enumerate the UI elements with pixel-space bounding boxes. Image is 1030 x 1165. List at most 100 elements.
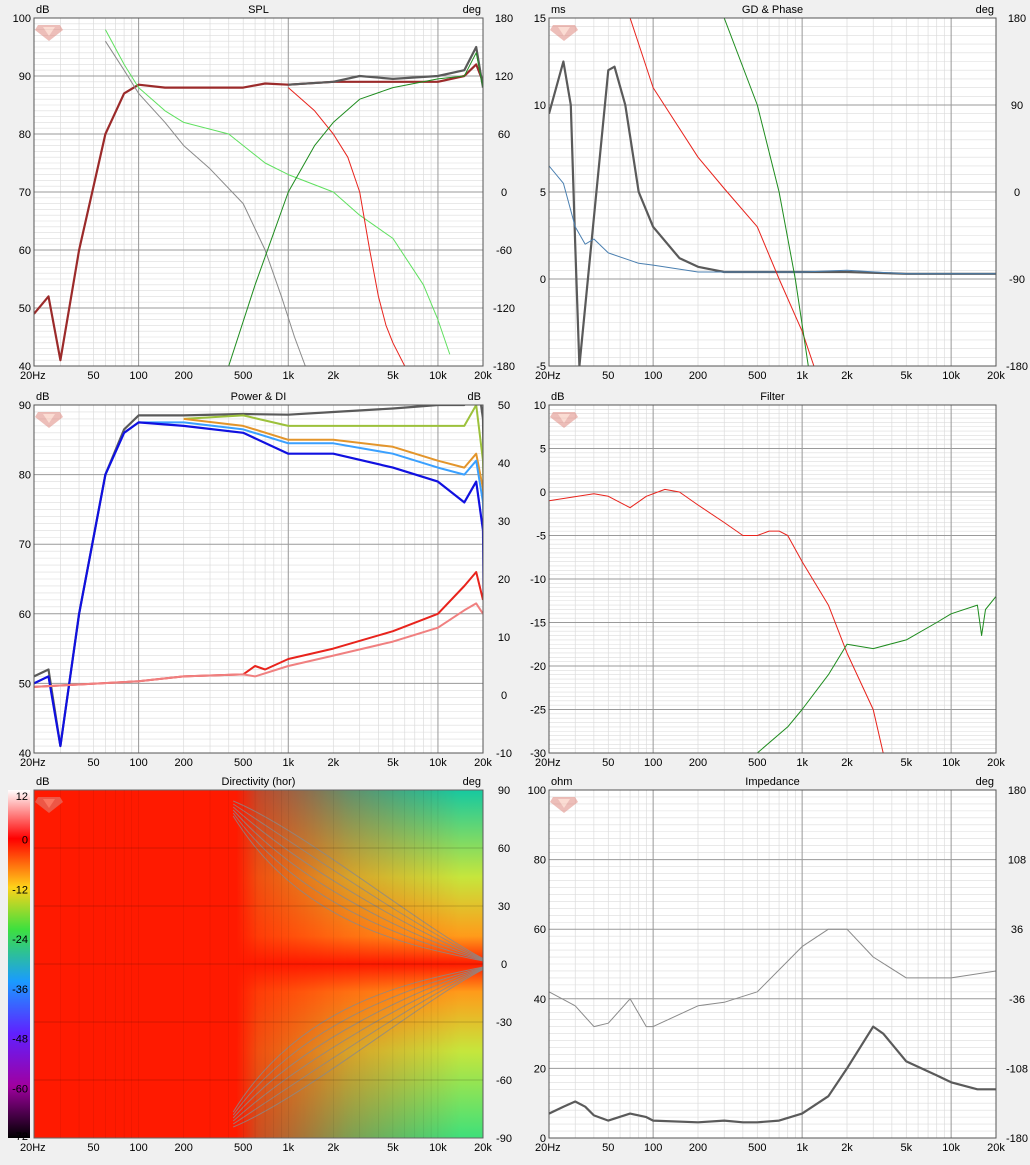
- power-title: Power & DI: [231, 391, 287, 403]
- power-left-tick: 80: [19, 470, 31, 482]
- gd-freq-tick: 5k: [900, 370, 912, 382]
- spl-freq-tick: 100: [129, 370, 147, 382]
- directivity-freq-tick: 5k: [387, 1142, 399, 1154]
- impedance-left-tick: 60: [534, 924, 546, 936]
- directivity-contour-lower: [232, 968, 484, 1125]
- filter-title: Filter: [760, 391, 785, 403]
- spl-freq-tick: 5k: [387, 370, 399, 382]
- directivity-freq-tick: 200: [174, 1142, 192, 1154]
- vituixcad-logo-icon: [35, 412, 63, 428]
- power-frame: [33, 404, 484, 754]
- scale-tick-label: 12: [16, 791, 28, 803]
- power-grid: [33, 405, 484, 753]
- spl-right-tick: 0: [501, 187, 507, 199]
- filter-left-tick: -5: [536, 531, 546, 543]
- power-right-unit: dB: [468, 391, 481, 403]
- impedance-right-tick: -108: [1006, 1063, 1028, 1075]
- power-left-unit: dB: [36, 391, 49, 403]
- spl-right-tick: -60: [496, 245, 512, 257]
- filter-left-tick: -30: [530, 748, 546, 760]
- directivity-contour-lower: [233, 969, 484, 1128]
- chart-directivity: 12 0 -12 -24 -36 -48 -60 -72 90 60 30 0 -30 -60 -90 dB d…: [8, 776, 512, 1154]
- spl-left-unit: dB: [36, 4, 49, 16]
- impedance-left-tick: 100: [528, 785, 546, 797]
- directivity-color-scale: [8, 790, 30, 1138]
- gd-left-tick: 10: [534, 100, 546, 112]
- chart-spl: 100 90 80 70 60 50 40 180 120 60 0 -60 -120 -180 dB deg…: [13, 4, 515, 382]
- gd-freq-tick: 2k: [841, 370, 853, 382]
- directivity-contour-lower: [232, 967, 484, 1119]
- impedance-right-unit: deg: [976, 776, 994, 788]
- power-right-tick: 40: [498, 458, 510, 470]
- power-right-tick: -10: [496, 748, 512, 760]
- filter-freq-tick: 1k: [796, 757, 808, 769]
- impedance-freq-tick: 5k: [900, 1142, 912, 1154]
- directivity-heatmap-overlay: [34, 790, 483, 1138]
- scale-tick-label: 0: [22, 835, 28, 847]
- filter-freq-tick: 100: [644, 757, 662, 769]
- directivity-freq-tick: 20k: [474, 1142, 492, 1154]
- directivity-contour-lower: [232, 968, 484, 1122]
- gd-left-tick: 5: [540, 187, 546, 199]
- filter-left-tick: 5: [540, 444, 546, 456]
- spl-freq-tick: 500: [234, 370, 252, 382]
- power-series-olive: [183, 405, 483, 513]
- gd-right-unit: deg: [976, 4, 994, 16]
- gd-left-unit: ms: [551, 4, 566, 16]
- power-left-tick: 40: [19, 748, 31, 760]
- power-right-tick: 50: [498, 400, 510, 412]
- filter-freq-tick: 2k: [841, 757, 853, 769]
- directivity-contour-upper: [232, 803, 484, 960]
- spl-left-tick: 90: [19, 71, 31, 83]
- power-series-blue: [34, 421, 483, 748]
- power-freq-tick: 500: [234, 757, 252, 769]
- directivity-right-tick: -90: [496, 1133, 512, 1145]
- directivity-contour-upper: [233, 800, 484, 959]
- power-series-group: [34, 405, 483, 748]
- power-right-tick: 0: [501, 690, 507, 702]
- filter-freq-tick: 20k: [987, 757, 1005, 769]
- power-left-tick: 70: [19, 539, 31, 551]
- spl-series-green: [228, 52, 483, 366]
- filter-freq-tick: 50: [602, 757, 614, 769]
- gd-grid: [548, 18, 997, 366]
- power-freq-tick: 5k: [387, 757, 399, 769]
- directivity-right-tick: 30: [498, 901, 510, 913]
- gd-freq-tick: 100: [644, 370, 662, 382]
- directivity-frame: [33, 789, 484, 1139]
- impedance-freq-tick: 500: [748, 1142, 766, 1154]
- power-left-tick: 50: [19, 678, 31, 690]
- spl-left-tick: 50: [19, 303, 31, 315]
- spl-frame: [33, 17, 484, 367]
- filter-freq-tick: 200: [689, 757, 707, 769]
- gd-left-tick: 0: [540, 274, 546, 286]
- gd-freq-tick: 1k: [796, 370, 808, 382]
- spl-right-tick: -120: [493, 303, 515, 315]
- impedance-right-tick: -180: [1006, 1133, 1028, 1145]
- directivity-contour-upper: [232, 806, 484, 960]
- spl-left-tick: 60: [19, 245, 31, 257]
- spl-series-group: [34, 29, 483, 366]
- gd-freq-tick: 200: [689, 370, 707, 382]
- power-right-tick: 20: [498, 574, 510, 586]
- scale-tick-label: -48: [12, 1034, 28, 1046]
- vituixcad-logo-icon: [35, 797, 63, 813]
- gd-right-tick: -180: [1006, 361, 1028, 373]
- spl-left-tick: 70: [19, 187, 31, 199]
- spl-freq-tick: 200: [174, 370, 192, 382]
- impedance-left-tick: 0: [540, 1133, 546, 1145]
- spl-title: SPL: [248, 4, 269, 16]
- gd-series-red: [629, 18, 815, 366]
- spl-freq-tick: 2k: [328, 370, 340, 382]
- power-freq-tick: 10k: [429, 757, 447, 769]
- filter-left-unit: dB: [551, 391, 564, 403]
- gd-freq-tick: 500: [748, 370, 766, 382]
- gd-freq-tick: 50: [602, 370, 614, 382]
- impedance-frame: [548, 789, 997, 1139]
- scale-tick-label: -12: [12, 884, 28, 896]
- filter-frame: [548, 404, 997, 754]
- directivity-freq-tick: 20Hz: [20, 1142, 46, 1154]
- power-left-tick: 60: [19, 609, 31, 621]
